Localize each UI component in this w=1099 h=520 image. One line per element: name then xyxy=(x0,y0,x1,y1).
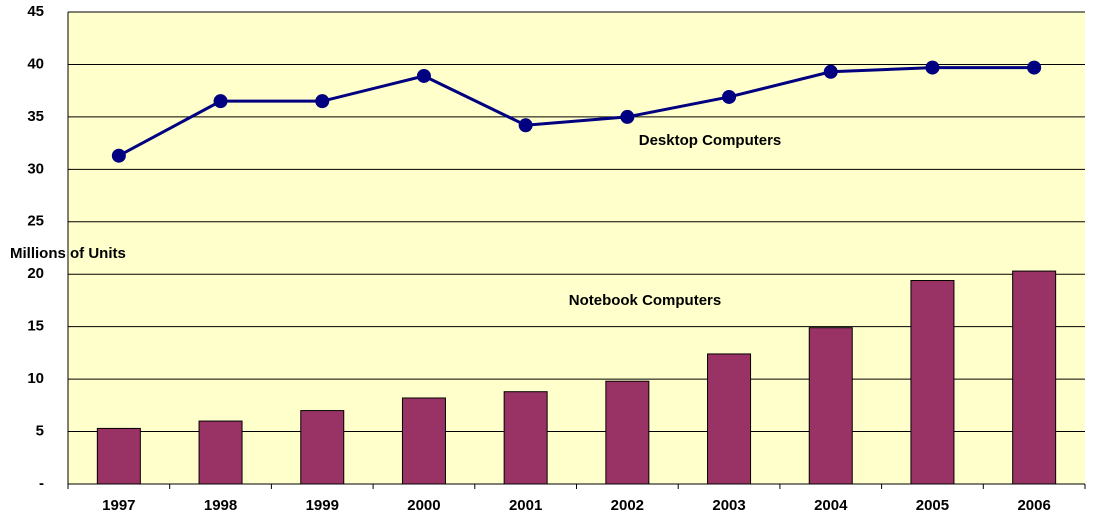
bar xyxy=(96,427,141,485)
y-tick-label: 20 xyxy=(27,265,44,282)
bar xyxy=(707,353,752,485)
y-tick-label: 40 xyxy=(27,55,44,72)
marker xyxy=(925,60,940,75)
x-tick-label: 1998 xyxy=(204,497,237,514)
marker xyxy=(213,94,228,109)
bar xyxy=(401,397,446,485)
y-tick-label: 5 xyxy=(36,423,44,440)
x-tick-label: 2002 xyxy=(611,497,644,514)
marker xyxy=(823,64,838,79)
x-tick-label: 2001 xyxy=(509,497,542,514)
x-tick-label: 2004 xyxy=(814,497,848,514)
bar xyxy=(198,420,243,485)
bar xyxy=(808,327,853,485)
bar xyxy=(1012,270,1057,485)
y-tick-label: 25 xyxy=(27,213,44,230)
x-tick-label: 1999 xyxy=(306,497,339,514)
y-tick-label: 30 xyxy=(27,160,44,177)
marker xyxy=(620,109,635,124)
marker xyxy=(1027,60,1042,75)
bar xyxy=(300,410,345,485)
bar xyxy=(910,280,955,485)
marker xyxy=(518,118,533,133)
annotation: Notebook Computers xyxy=(569,292,722,309)
x-tick-label: 2005 xyxy=(916,497,949,514)
bar xyxy=(605,380,650,485)
marker xyxy=(416,68,431,83)
bar xyxy=(503,391,548,485)
line xyxy=(118,66,1035,158)
x-tick-label: 1997 xyxy=(102,497,135,514)
y-tick-label: 10 xyxy=(27,370,44,387)
x-tick-label: 2003 xyxy=(712,497,745,514)
marker xyxy=(111,148,126,163)
x-tick-label: 2000 xyxy=(407,497,440,514)
marker xyxy=(315,94,330,109)
y-tick-label: 45 xyxy=(27,3,44,20)
marker xyxy=(722,89,737,104)
y-tick-label: - xyxy=(39,475,44,492)
y-tick-label: 15 xyxy=(27,318,44,335)
y-tick-label: 35 xyxy=(27,108,44,125)
x-tick-label: 2006 xyxy=(1017,497,1050,514)
annotation: Desktop Computers xyxy=(639,132,782,149)
